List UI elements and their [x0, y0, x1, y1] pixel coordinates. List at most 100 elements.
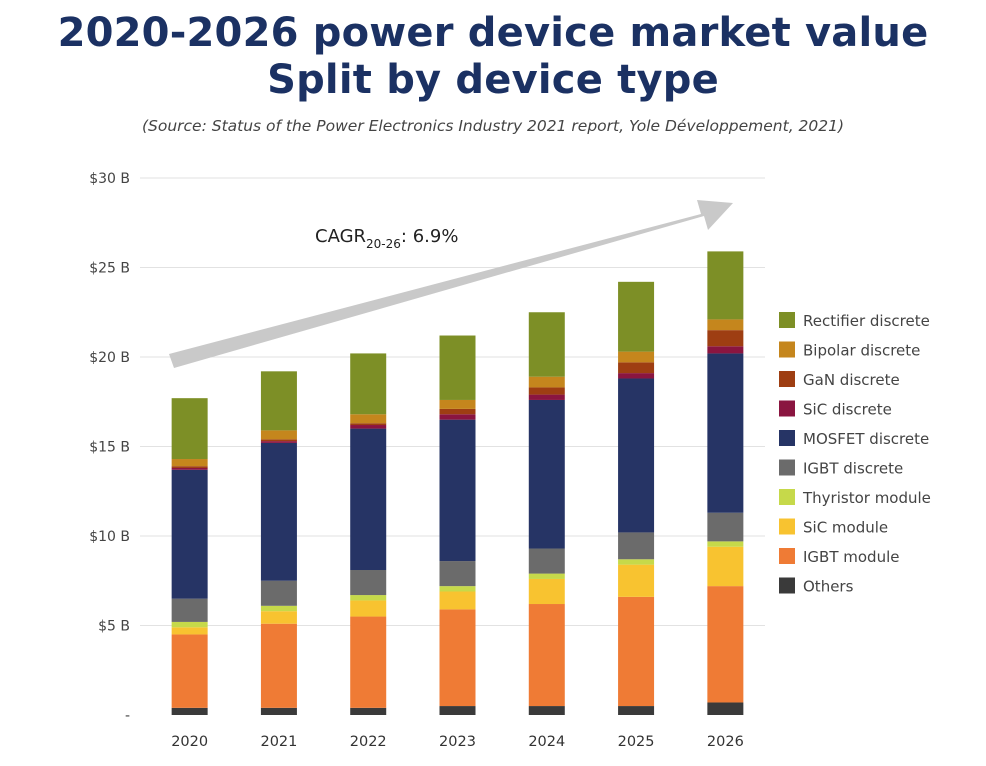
bar-segment-sic-module	[260, 611, 297, 624]
bar-segment-sic-discrete	[260, 441, 297, 443]
legend-swatch	[779, 430, 795, 446]
x-tick-label: 2026	[707, 734, 744, 750]
bar-segment-igbt-discrete	[707, 512, 744, 542]
legend-label: MOSFET discrete	[803, 430, 929, 448]
legend-item: IGBT module	[779, 548, 899, 566]
bar-segment-bipolar-discrete	[528, 376, 565, 388]
x-tick-label: 2020	[171, 734, 208, 750]
bar-segment-igbt-module	[618, 596, 655, 707]
y-tick-label: $30 B	[89, 171, 130, 187]
bar-segment-mosfet-discrete	[528, 399, 565, 549]
legend: Rectifier discrete Bipolar discrete GaN di…	[779, 312, 931, 596]
bar-segment-others	[439, 706, 476, 715]
bar-segment-others	[350, 707, 387, 715]
bar-segment-others	[618, 706, 655, 715]
bar-segment-sic-discrete	[171, 467, 208, 470]
y-tick-label: $5 B	[98, 619, 130, 635]
legend-swatch	[779, 400, 795, 417]
bar-segment-igbt-discrete	[439, 561, 476, 587]
legend-label: Others	[803, 578, 854, 596]
bar-segment-rectifier-discrete	[350, 353, 387, 415]
bar-segment-sic-discrete	[707, 346, 744, 354]
x-tick-label: 2021	[260, 734, 297, 750]
legend-item: SiC module	[779, 518, 888, 537]
bar-segment-rectifier-discrete	[260, 371, 297, 431]
legend-item: SiC discrete	[779, 400, 892, 419]
x-tick-label: 2025	[618, 734, 655, 750]
legend-item: Others	[779, 577, 854, 596]
bar-segment-rectifier-discrete	[707, 251, 744, 320]
bar-segment-bipolar-discrete	[350, 414, 387, 424]
legend-label: IGBT module	[803, 548, 899, 566]
bar-segment-sic-module	[618, 564, 655, 597]
bar-segment-igbt-discrete	[350, 570, 387, 596]
bar-segment-bipolar-discrete	[618, 351, 655, 363]
legend-item: Rectifier discrete	[779, 312, 930, 330]
legend-swatch	[779, 548, 795, 564]
legend-item: MOSFET discrete	[779, 430, 929, 448]
legend-item: IGBT discrete	[779, 459, 903, 478]
bar-segment-gan-discrete	[350, 423, 387, 426]
legend-swatch	[779, 341, 795, 358]
legend-label: SiC discrete	[803, 401, 892, 419]
bar-segment-sic-discrete	[528, 394, 565, 400]
legend-item: GaN discrete	[779, 371, 900, 389]
bar-segment-gan-discrete	[707, 330, 744, 347]
source-note: (Source: Status of the Power Electronics…	[141, 117, 845, 135]
bar-segment-bipolar-discrete	[260, 430, 297, 440]
bar-segment-others	[260, 707, 297, 715]
legend-swatch	[779, 312, 795, 328]
y-tick-label: $15 B	[89, 440, 130, 456]
bar-segment-bipolar-discrete	[707, 319, 744, 331]
bar-segment-sic-discrete	[439, 414, 476, 420]
bar-segment-sic-module	[171, 627, 208, 635]
legend-label: Bipolar discrete	[803, 342, 920, 360]
legend-swatch	[779, 518, 795, 535]
legend-label: GaN discrete	[803, 371, 900, 389]
legend-swatch	[779, 489, 795, 505]
bar-segment-igbt-discrete	[618, 532, 655, 560]
legend-label: Thyristor module	[802, 489, 931, 507]
bar-segment-thyristor-module	[439, 586, 476, 592]
bar-segment-sic-discrete	[618, 373, 655, 379]
bar-segment-mosfet-discrete	[350, 428, 387, 571]
bar-segment-rectifier-discrete	[171, 398, 208, 460]
legend-swatch	[779, 577, 795, 594]
bar-segment-rectifier-discrete	[528, 312, 565, 377]
y-tick-label: -	[125, 708, 130, 724]
bar-segment-igbt-module	[439, 609, 476, 707]
x-tick-label: 2023	[439, 734, 476, 750]
bar-segment-sic-module	[439, 591, 476, 610]
bar-segment-thyristor-module	[350, 595, 387, 601]
cagr-arrow	[169, 200, 733, 368]
bar-segment-rectifier-discrete	[439, 335, 476, 400]
bar-segment-igbt-module	[260, 623, 297, 708]
bar-segment-thyristor-module	[707, 541, 744, 547]
bar-segment-sic-module	[528, 578, 565, 605]
bar-segment-igbt-discrete	[528, 548, 565, 574]
x-tick-label: 2024	[528, 734, 565, 750]
legend-label: IGBT discrete	[803, 460, 903, 478]
bar-segment-mosfet-discrete	[707, 353, 744, 513]
y-tick-label: $10 B	[89, 529, 130, 545]
chart-subtitle: Split by device type	[267, 57, 719, 103]
bar-segment-others	[171, 707, 208, 715]
legend-item: Thyristor module	[779, 489, 931, 507]
y-axis: - $5 B $10 B $15 B $20 B $25 B $30 B	[89, 171, 130, 724]
cagr-label: CAGR20-26: 6.9%	[315, 226, 458, 251]
legend-swatch	[779, 459, 795, 476]
bar-segment-sic-module	[350, 600, 387, 617]
x-axis: 2020 2021 2022 2023 2024 2025 2026	[171, 734, 744, 750]
growth-arrow-icon	[169, 200, 733, 368]
bar-segment-rectifier-discrete	[618, 281, 655, 352]
bar-segment-sic-module	[707, 546, 744, 587]
bar-segment-others	[707, 702, 744, 715]
bar-segment-gan-discrete	[439, 408, 476, 415]
bar-segment-gan-discrete	[260, 439, 297, 442]
bar-segment-igbt-module	[350, 616, 387, 708]
bar-segment-thyristor-module	[171, 621, 208, 628]
bar-segment-gan-discrete	[528, 387, 565, 395]
bar-segment-igbt-discrete	[260, 580, 297, 606]
chart-title: 2020-2026 power device market value	[57, 10, 929, 56]
bar-segment-igbt-module	[171, 634, 208, 708]
